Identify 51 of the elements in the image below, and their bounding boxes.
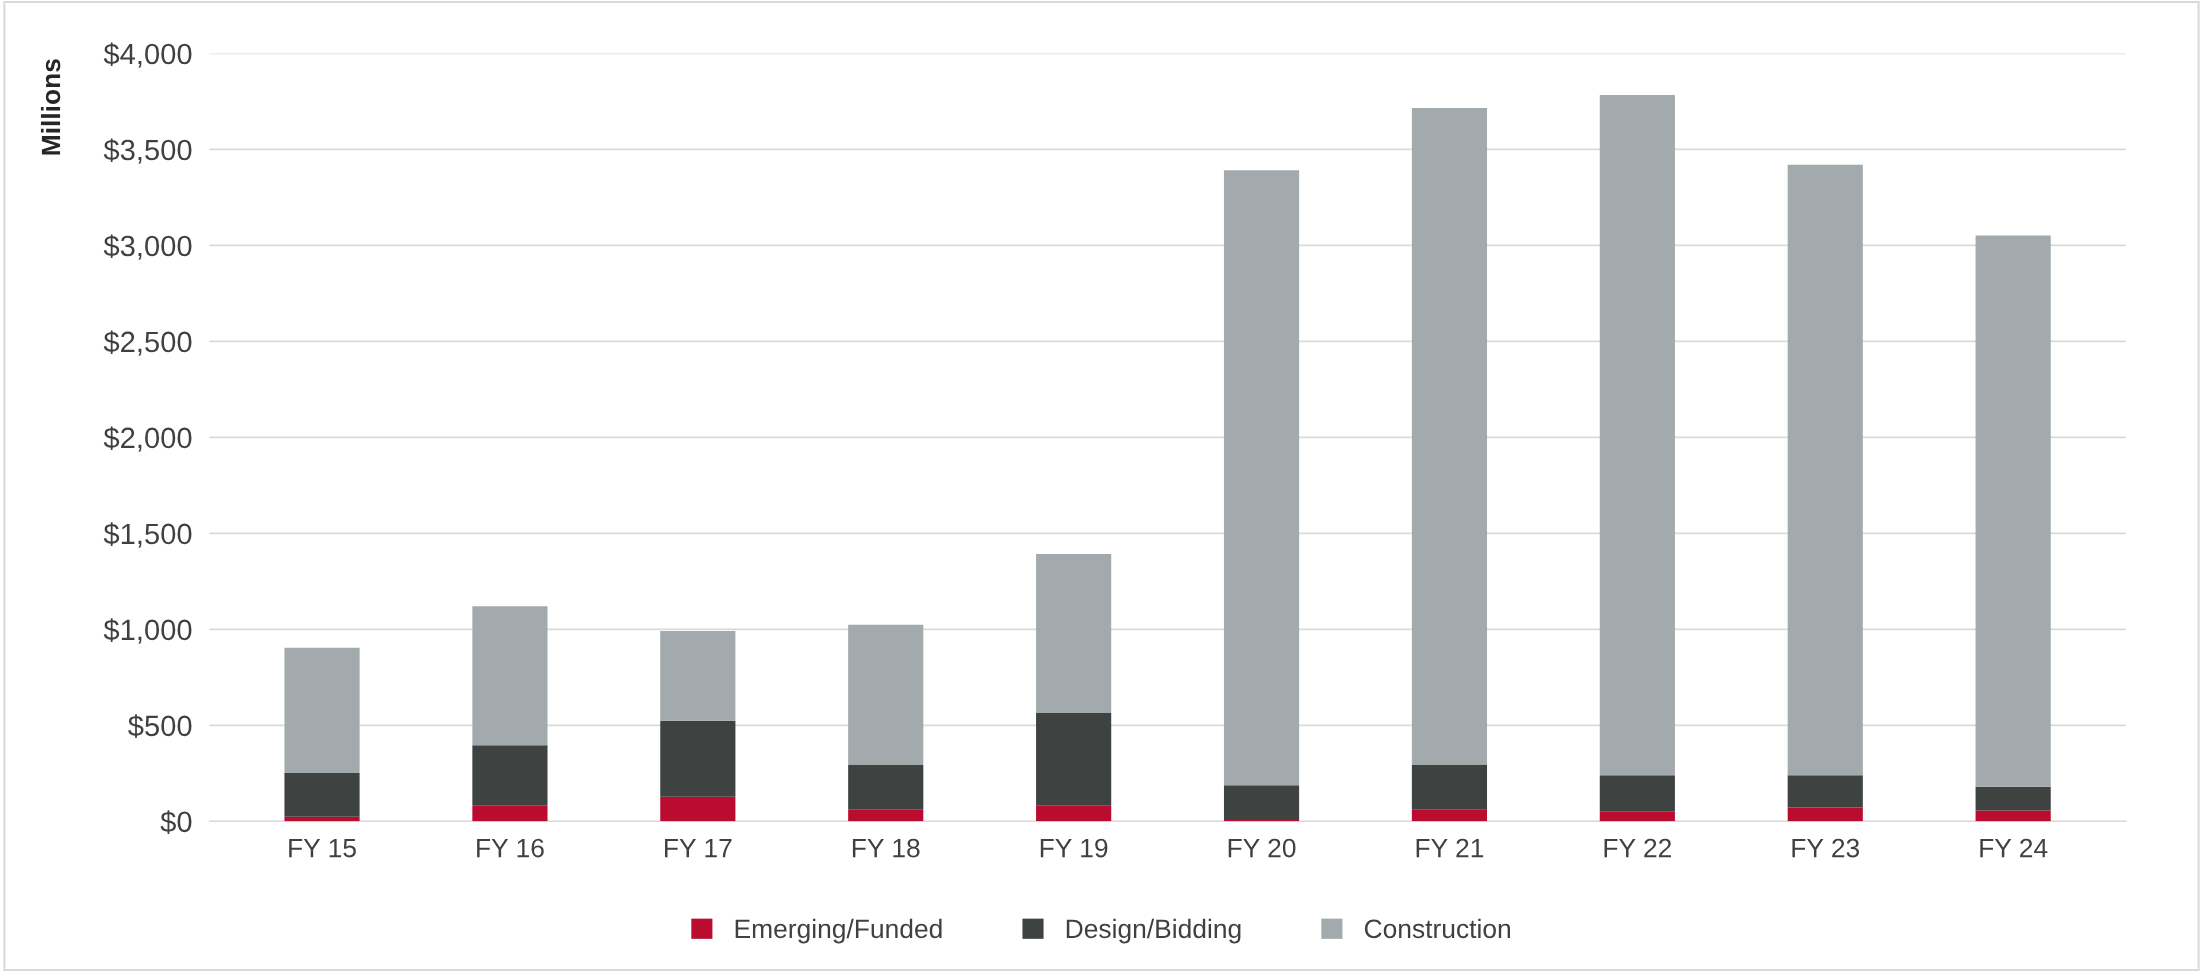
bar: [660, 720, 736, 797]
y-tick-label: $3,000: [103, 234, 192, 260]
bar: [848, 764, 924, 810]
bar: [660, 796, 736, 822]
bar: [1975, 786, 2051, 811]
x-tick-label: FY 19: [1040, 838, 1108, 858]
bar: [1223, 785, 1300, 820]
y-axis-title: Millions: [40, 59, 61, 155]
y-tick-label: $4,000: [103, 42, 192, 68]
x-tick-label: FY 24: [1980, 838, 2048, 858]
legend-label: Emerging/Funded: [735, 918, 942, 944]
bar: [1223, 170, 1300, 786]
x-tick-label: FY 22: [1604, 838, 1671, 858]
bar: [284, 647, 360, 773]
y-tick-label: $0: [160, 810, 192, 834]
bar: [1036, 713, 1112, 806]
bar: [1975, 235, 2051, 787]
y-tick-label: $500: [128, 714, 192, 738]
x-tick-label: FY 18: [852, 838, 920, 858]
bar: [1411, 107, 1488, 765]
y-tick-label: $1,500: [103, 522, 192, 548]
bar: [848, 624, 924, 765]
bar: [1599, 775, 1675, 812]
bar: [1975, 810, 2051, 822]
bar: [1599, 94, 1675, 776]
bar: [472, 805, 548, 822]
bar: [1411, 809, 1488, 822]
x-tick-label: FY 21: [1416, 838, 1484, 858]
bar: [660, 630, 736, 721]
x-tick-label: FY 23: [1792, 838, 1860, 858]
x-tick-label: FY 16: [477, 838, 544, 858]
bar: [1036, 554, 1112, 714]
bar: [472, 606, 548, 746]
bar: [1036, 805, 1112, 822]
y-tick-label: $2,500: [103, 330, 192, 356]
bar: [1599, 811, 1675, 822]
y-tick-label: $3,500: [103, 138, 192, 164]
bar: [1411, 764, 1488, 810]
bar: [1787, 164, 1863, 776]
y-tick-label: $1,000: [103, 618, 192, 644]
x-tick-label: FY 20: [1228, 838, 1296, 858]
bar: [1787, 775, 1863, 808]
y-tick-label: $2,000: [103, 426, 192, 452]
bar: [848, 809, 924, 822]
bar: [472, 745, 548, 806]
bar: [284, 772, 360, 817]
x-tick-label: FY 17: [665, 838, 732, 858]
bar: [1787, 807, 1863, 822]
legend-label: Design/Bidding: [1066, 918, 1241, 944]
x-tick-label: FY 15: [289, 838, 356, 858]
legend-label: Construction: [1364, 918, 1510, 939]
